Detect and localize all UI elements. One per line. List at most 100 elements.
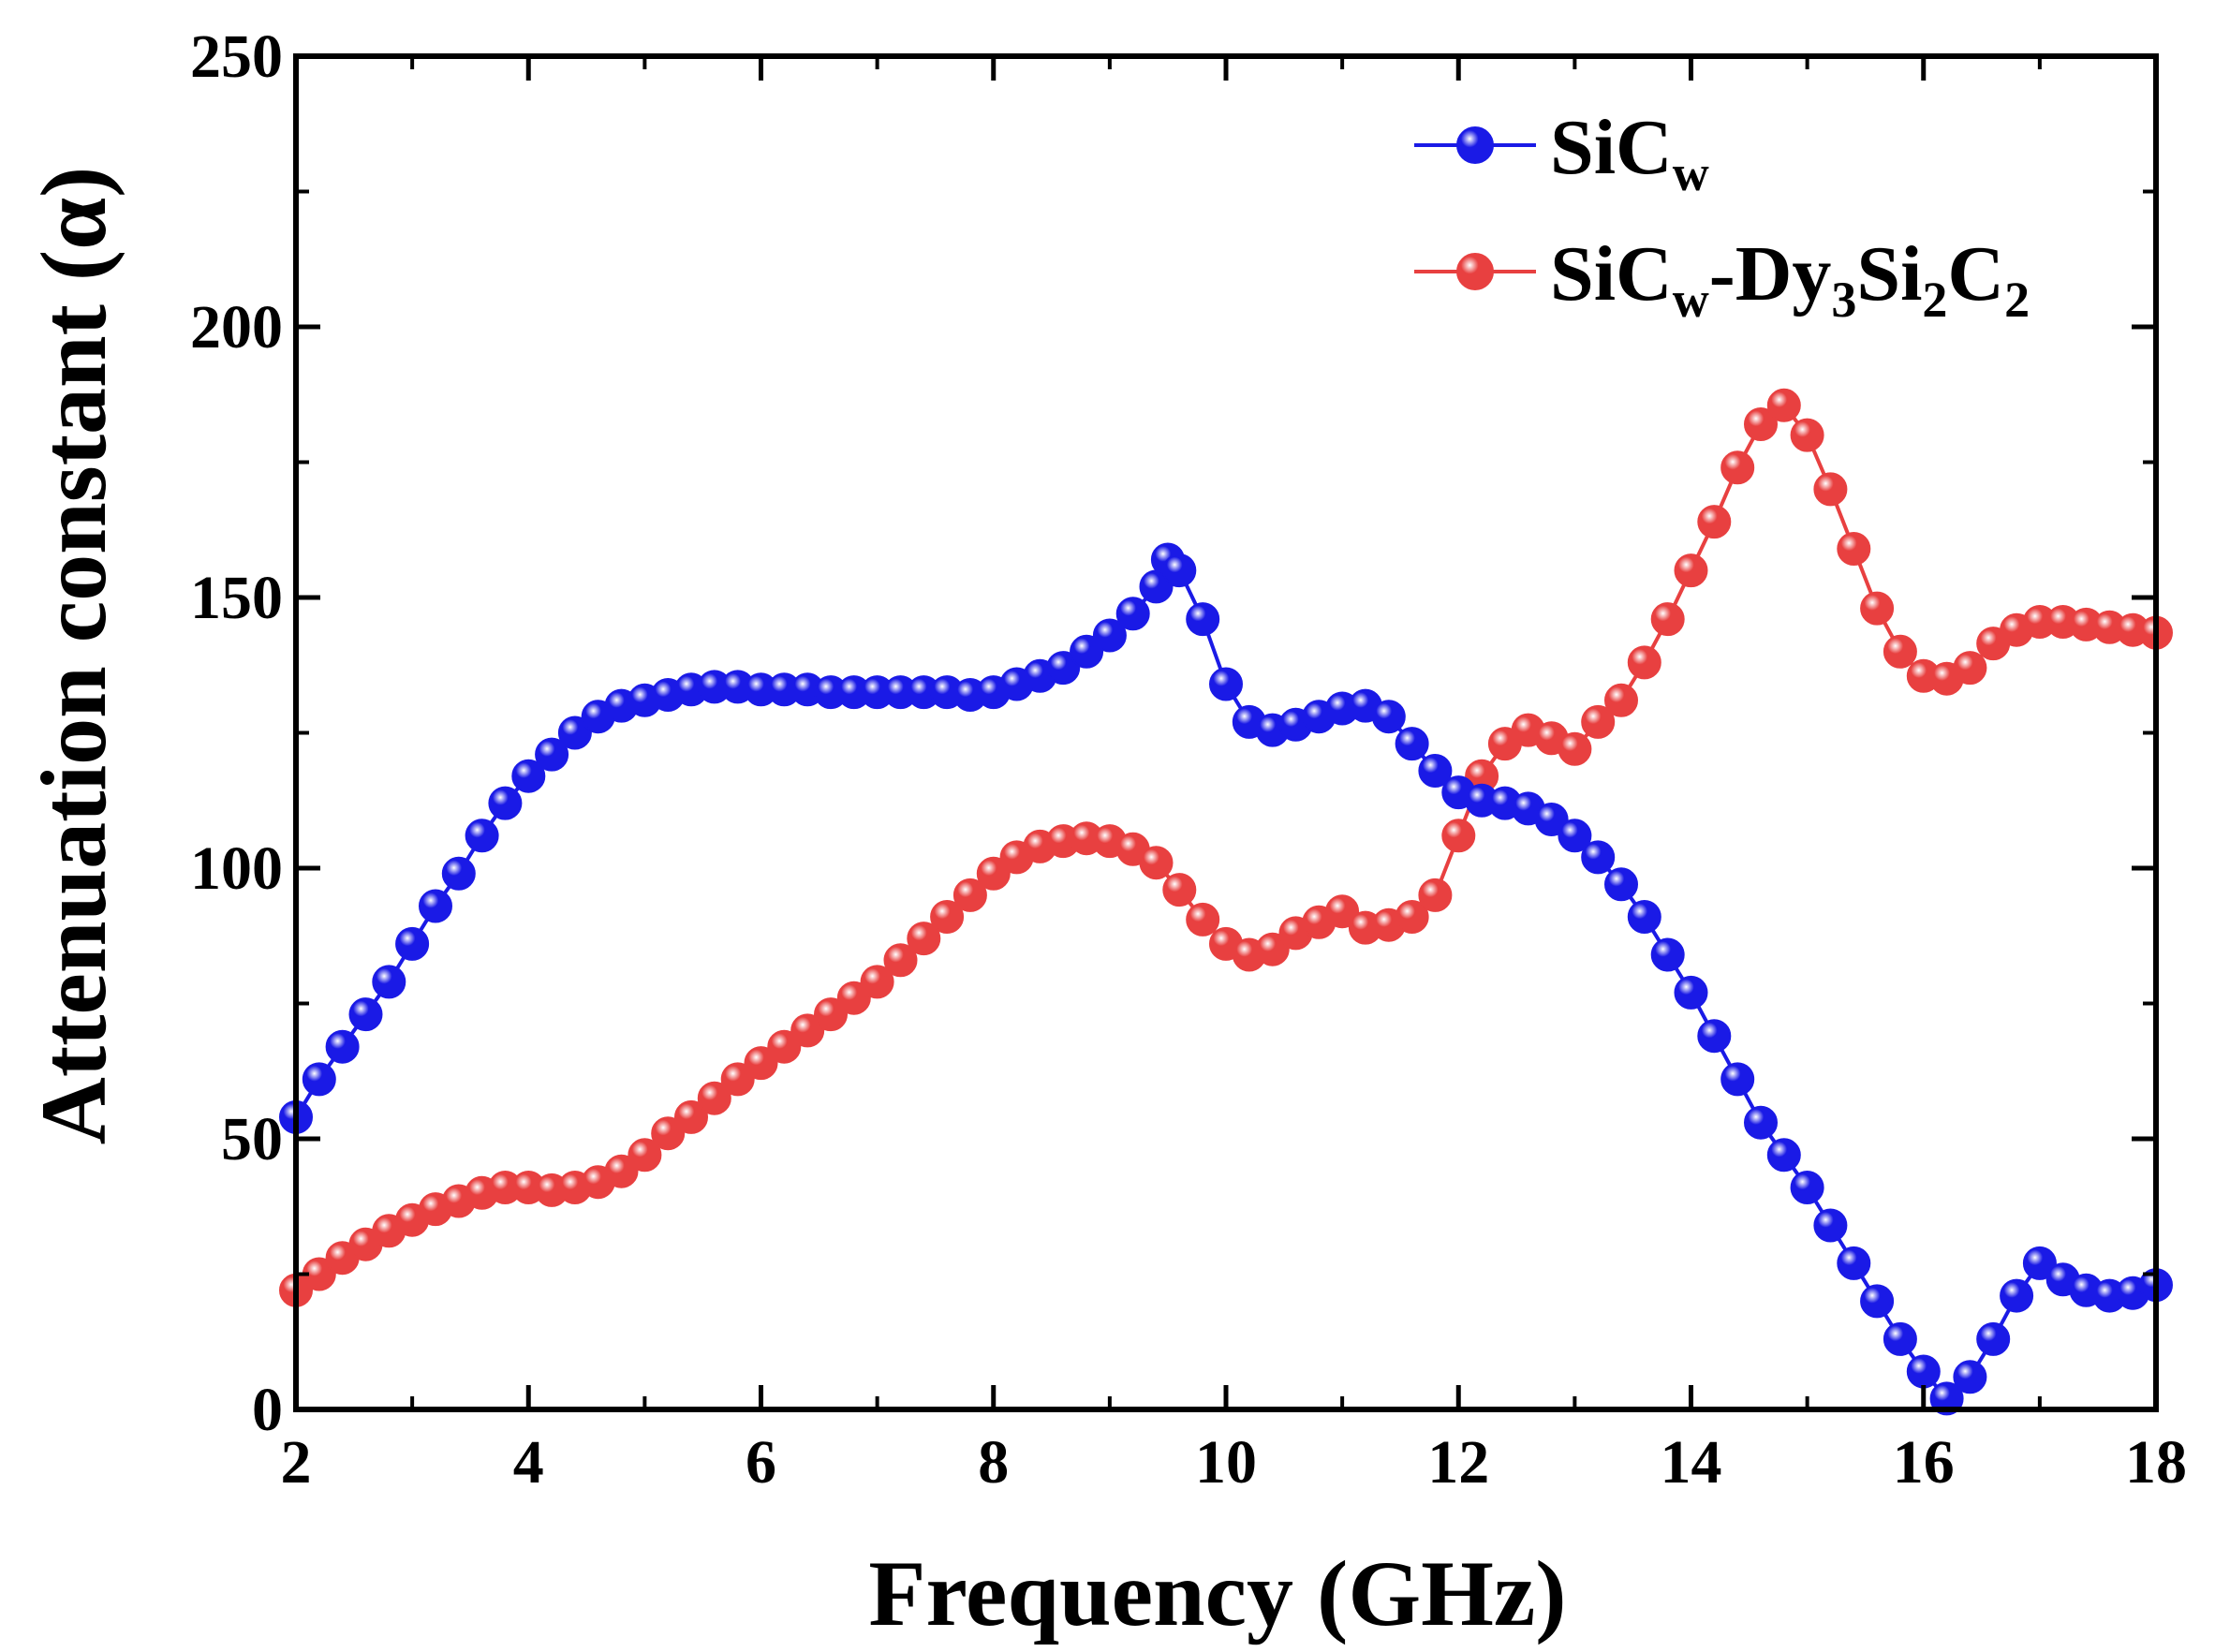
data-point bbox=[1650, 602, 1685, 637]
data-point bbox=[488, 786, 523, 820]
x-tick-label: 2 bbox=[281, 1428, 312, 1497]
x-tick-label: 18 bbox=[2125, 1428, 2187, 1497]
data-point bbox=[1720, 450, 1755, 485]
data-point bbox=[1720, 1062, 1755, 1097]
legend-item-SiCw: SiCw bbox=[1414, 104, 1709, 201]
legend-text-part: SiC bbox=[1550, 104, 1673, 191]
data-point bbox=[1371, 700, 1406, 734]
legend-subscript: w bbox=[1673, 145, 1709, 201]
data-point bbox=[1092, 618, 1127, 653]
data-point bbox=[1744, 407, 1778, 441]
data-point bbox=[1558, 731, 1592, 766]
data-point bbox=[2022, 1246, 2057, 1280]
data-point bbox=[1139, 846, 1174, 880]
legend-text-part: -Dy bbox=[1709, 230, 1832, 317]
data-point bbox=[674, 1099, 708, 1134]
legend-marker bbox=[1456, 126, 1494, 164]
data-point bbox=[1790, 418, 1824, 452]
legend-label: SiCw bbox=[1550, 104, 1709, 201]
x-tick-label: 6 bbox=[746, 1428, 776, 1497]
data-point bbox=[348, 997, 383, 1032]
legend-subscript: w bbox=[1673, 272, 1709, 328]
legend-label: SiCw-Dy3Si2C2 bbox=[1550, 230, 2030, 328]
x-tick-label: 10 bbox=[1195, 1428, 1257, 1497]
series-line bbox=[294, 402, 2157, 1292]
data-point bbox=[1627, 900, 1661, 934]
data-point bbox=[1953, 1360, 1987, 1394]
y-tick-label: 0 bbox=[252, 1376, 283, 1444]
data-point bbox=[767, 1029, 802, 1064]
data-point bbox=[1325, 894, 1360, 929]
legend-subscript: 2 bbox=[1922, 272, 1947, 328]
data-point bbox=[511, 759, 546, 793]
data-point bbox=[465, 819, 499, 853]
data-point bbox=[720, 1062, 755, 1097]
data-point bbox=[1162, 873, 1197, 907]
data-point bbox=[1255, 932, 1290, 966]
data-point bbox=[441, 856, 476, 891]
data-point bbox=[1813, 1208, 1848, 1243]
y-tick-label: 150 bbox=[190, 564, 283, 632]
y-tick-label: 100 bbox=[190, 834, 283, 903]
data-point bbox=[535, 737, 569, 772]
data-point bbox=[697, 1081, 731, 1115]
data-point bbox=[883, 943, 918, 978]
data-point bbox=[1837, 532, 1871, 566]
data-point bbox=[1813, 472, 1848, 507]
data-point bbox=[930, 900, 965, 934]
x-tick-label: 4 bbox=[513, 1428, 544, 1497]
data-point bbox=[302, 1062, 336, 1097]
data-point bbox=[1070, 634, 1104, 669]
legend-item-SiCw-Dy3Si2C2: SiCw-Dy3Si2C2 bbox=[1414, 230, 2030, 328]
data-point bbox=[604, 1154, 639, 1188]
data-point bbox=[1674, 553, 1708, 588]
data-point bbox=[836, 981, 871, 1015]
data-point bbox=[1115, 597, 1150, 631]
data-point bbox=[1766, 1138, 1801, 1173]
data-point bbox=[744, 1046, 778, 1081]
data-point bbox=[1697, 1019, 1732, 1054]
legend-marker bbox=[1456, 253, 1494, 290]
data-point bbox=[325, 1029, 360, 1064]
data-point bbox=[1790, 1171, 1824, 1204]
data-point bbox=[1674, 975, 1708, 1010]
data-point bbox=[1209, 667, 1243, 701]
data-point bbox=[2000, 1278, 2034, 1313]
x-axis-title: Frequency (GHz) bbox=[868, 1541, 1566, 1645]
data-point bbox=[1953, 651, 1987, 686]
data-point bbox=[1860, 1284, 1895, 1319]
y-tick-label: 200 bbox=[190, 293, 283, 361]
data-point bbox=[1929, 1381, 1964, 1416]
data-point bbox=[1581, 840, 1616, 875]
axes: 2 4 6 8 10 12 14 16 18 0 50 100 150 200 250 bbox=[190, 22, 2187, 1497]
data-point bbox=[372, 965, 406, 999]
data-point bbox=[1046, 651, 1081, 686]
y-tick-label: 50 bbox=[221, 1105, 283, 1173]
data-point bbox=[1883, 634, 1917, 669]
data-point bbox=[1418, 878, 1453, 912]
data-point bbox=[1395, 900, 1429, 934]
x-tick-label: 12 bbox=[1427, 1428, 1489, 1497]
data-point bbox=[1627, 645, 1661, 680]
y-tick-label: 250 bbox=[190, 22, 283, 91]
plot-area bbox=[279, 388, 2173, 1416]
legend-text-part: SiC bbox=[1550, 230, 1673, 317]
data-point bbox=[1604, 867, 1638, 902]
data-point bbox=[860, 965, 894, 999]
data-point bbox=[1534, 803, 1569, 836]
data-point bbox=[557, 715, 592, 750]
data-point bbox=[1744, 1105, 1778, 1140]
data-point bbox=[1186, 602, 1220, 637]
data-point bbox=[1837, 1246, 1871, 1280]
data-point bbox=[1162, 553, 1197, 588]
data-point bbox=[651, 1116, 686, 1151]
legend-subscript: 2 bbox=[2004, 272, 2030, 328]
data-point bbox=[1883, 1321, 1917, 1356]
data-point bbox=[1441, 819, 1476, 853]
data-point bbox=[1604, 683, 1638, 717]
data-point bbox=[419, 889, 452, 923]
data-point bbox=[1906, 1354, 1941, 1389]
data-point bbox=[1418, 754, 1453, 788]
